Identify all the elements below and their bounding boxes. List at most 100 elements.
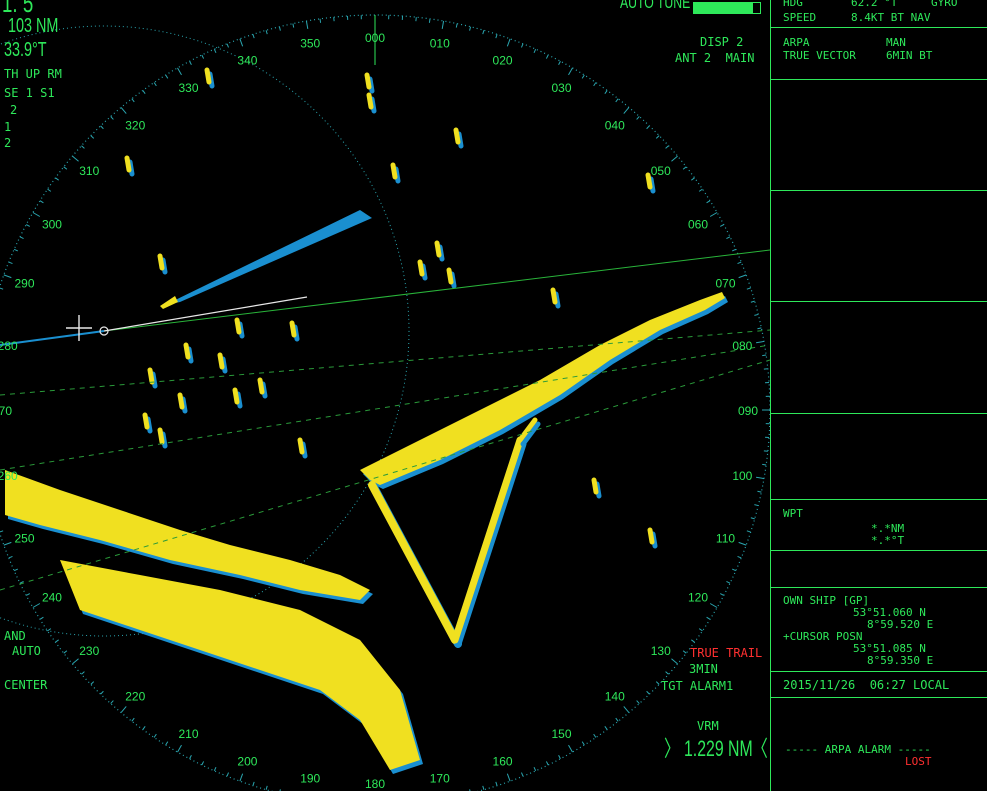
own-ship-label[interactable]: OWN SHIP [GP] xyxy=(783,594,870,607)
mode-auto[interactable]: AUTO xyxy=(12,644,41,658)
bearing-tick xyxy=(55,639,59,643)
bearing-tick xyxy=(691,639,695,643)
bearing-tick xyxy=(731,568,737,572)
bearing-tick xyxy=(482,785,485,790)
bearing-label-040: 040 xyxy=(605,118,625,132)
bearing-label-330: 330 xyxy=(178,81,198,95)
bearing-tick xyxy=(738,274,747,279)
bearing-tick xyxy=(750,300,755,303)
cursor-crosshair[interactable] xyxy=(66,315,92,341)
bearing-tick xyxy=(568,744,573,753)
bearing-tick xyxy=(55,177,59,181)
bearing-label-060: 060 xyxy=(688,218,708,232)
trail-time[interactable]: 3MIN xyxy=(689,662,718,676)
echo-target xyxy=(591,477,599,495)
vector-label[interactable]: TRUE VECTOR xyxy=(783,49,856,62)
arpa-alarm-header: ----- ARPA ALARM ----- xyxy=(785,743,931,756)
vrm-left-arrow[interactable]: 〉 xyxy=(664,736,680,761)
divider xyxy=(771,413,987,414)
echo-shore-curve-shadow xyxy=(454,440,527,648)
bearing-tick xyxy=(292,23,295,28)
bearing-tick xyxy=(142,726,146,730)
center-button[interactable]: CENTER xyxy=(4,678,48,692)
bearing-label-230: 230 xyxy=(79,644,99,658)
echo-target xyxy=(204,67,212,85)
echo-target xyxy=(390,162,398,180)
bearing-tick xyxy=(72,155,79,162)
echo-target xyxy=(234,317,242,335)
own-ship-vectors xyxy=(0,249,770,591)
bearing-tick xyxy=(131,98,135,103)
bearing-label-080: 080 xyxy=(732,339,752,353)
bearing-tick xyxy=(682,166,687,170)
bearing-label-210: 210 xyxy=(178,727,198,741)
vrm-value[interactable]: 1.229 NM xyxy=(684,736,753,761)
bearing-tick xyxy=(581,741,585,746)
bearing-tick xyxy=(469,789,471,791)
bearing-tick xyxy=(189,61,192,66)
bearing-tick xyxy=(719,224,724,227)
tgt-alarm-label[interactable]: TGT ALARM1 xyxy=(661,679,734,693)
bearing-tick xyxy=(0,530,4,533)
date-time[interactable]: 2015/11/26 06:27 LOCAL xyxy=(783,678,950,692)
bearing-tick xyxy=(13,248,19,252)
info-panel: HDG 62.2 °T GYRO SPEED 8.4KT BT NAV ARPA… xyxy=(770,0,987,791)
wpt-label: WPT xyxy=(783,507,803,520)
bearing-tick xyxy=(120,107,127,114)
hdg-source[interactable]: GYRO xyxy=(931,0,958,9)
presentation-mode[interactable]: TH UP RM xyxy=(4,67,62,81)
stern-line xyxy=(0,330,105,346)
bearing-tick xyxy=(682,650,687,654)
echo-target xyxy=(157,253,165,271)
bearing-tick xyxy=(665,671,669,675)
hdg-value: 62.2 °T xyxy=(851,0,898,9)
bearing-tick xyxy=(698,628,703,632)
disp-label[interactable]: DISP 2 xyxy=(700,35,744,49)
radar-display[interactable]: 000 010 020 030 040 050 060 070 080 090 100 110 120 1… xyxy=(0,0,770,791)
bearing-tick xyxy=(762,354,767,357)
bearing-tick xyxy=(604,90,608,94)
bearing-tick xyxy=(545,761,549,766)
echo-target xyxy=(647,527,655,545)
true-trail-label[interactable]: TRUE TRAIL xyxy=(690,646,763,660)
bearing-tick xyxy=(593,733,597,738)
bearing-tick xyxy=(726,236,731,240)
bearing-label-190: 190 xyxy=(300,771,320,785)
bearing-tick xyxy=(636,116,640,120)
bearing-tick xyxy=(90,135,95,139)
echo-target xyxy=(453,127,461,145)
divider xyxy=(771,697,987,698)
bearing-tick xyxy=(278,26,281,31)
bearing-tick xyxy=(521,772,524,777)
own-ship-lon: 8°59.520 E xyxy=(867,618,934,631)
vector-value[interactable]: 6MIN BT xyxy=(886,49,933,62)
echo-target xyxy=(645,172,653,190)
arpa-alarm-status[interactable]: LOST xyxy=(905,755,932,768)
speed-value[interactable]: 8.4KT BT NAV xyxy=(851,11,931,24)
vrm-right-arrow[interactable]: 〈 xyxy=(752,736,768,761)
echo-target xyxy=(232,387,240,405)
bearing-tick xyxy=(19,236,24,240)
bearing-tick xyxy=(8,556,13,559)
bearing-tick xyxy=(506,38,511,47)
bearing-tick xyxy=(153,82,157,87)
bearing-tick xyxy=(239,773,244,782)
divider xyxy=(771,79,987,80)
divider xyxy=(771,550,987,551)
auto-tune-label[interactable]: AUTO TUNE xyxy=(620,0,691,12)
ring-interval: 103 NM xyxy=(8,15,59,37)
mode-and: AND xyxy=(4,629,26,643)
bearing-tick xyxy=(165,74,169,79)
bearing-tick xyxy=(671,658,678,665)
bearing-label-220: 220 xyxy=(125,690,145,704)
bearing-scale: 000 0100200300400500600700800901001101201… xyxy=(0,15,770,791)
bearing-tick xyxy=(81,671,85,675)
arpa-mode[interactable]: MAN xyxy=(886,36,906,49)
radar-ppi[interactable]: 000 0100200300400500600700800901001101201… xyxy=(0,0,770,791)
bearing-tick xyxy=(558,61,561,66)
antenna-label[interactable]: ANT 2 MAIN xyxy=(675,51,755,65)
range-scale[interactable]: 1. 5 xyxy=(2,0,34,18)
range-ring xyxy=(0,25,410,637)
bearing-tick xyxy=(545,54,549,59)
setting-label[interactable]: SE 1 S1 xyxy=(4,86,55,100)
